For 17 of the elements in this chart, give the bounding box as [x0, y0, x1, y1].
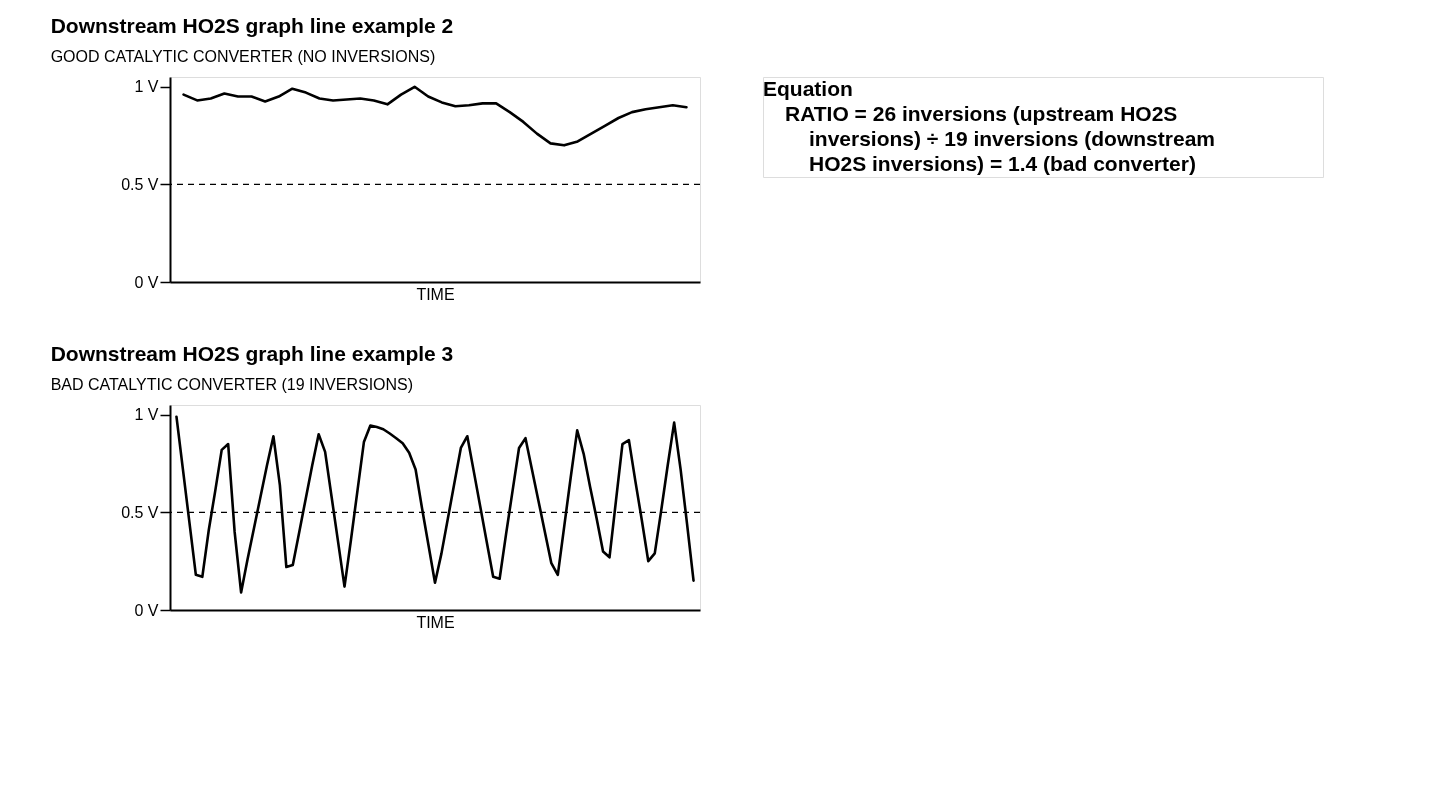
x-axis-title: TIME	[416, 285, 455, 303]
text: RATIO = 26 inversions (upstream HO2S	[785, 101, 1178, 125]
chart-title: Downstream HO2S graph line example 2	[50, 14, 454, 37]
y-tick-label: 0 V	[134, 273, 159, 291]
chart-title: Downstream HO2S graph line example 3	[50, 342, 454, 365]
y-tick-label: 1 V	[134, 78, 159, 96]
line-series	[182, 85, 688, 147]
x-axis-title: TIME	[416, 613, 455, 631]
y-tick-label: 1 V	[134, 406, 159, 424]
text: inversions) ÷ 19 inversions (downstream	[809, 126, 1215, 150]
chart-subtitle: BAD CATALYTIC CONVERTER (19 INVERSIONS)	[50, 376, 414, 393]
text: HO2S inversions) = 1.4 (bad converter)	[809, 151, 1196, 175]
chart-subtitle: GOOD CATALYTIC CONVERTER (NO INVERSIONS)	[50, 48, 436, 65]
text: Equation	[763, 76, 853, 100]
y-tick-label: 0.5 V	[121, 503, 159, 521]
y-tick-label: 0.5 V	[121, 175, 159, 193]
y-tick-label: 0 V	[134, 601, 159, 619]
